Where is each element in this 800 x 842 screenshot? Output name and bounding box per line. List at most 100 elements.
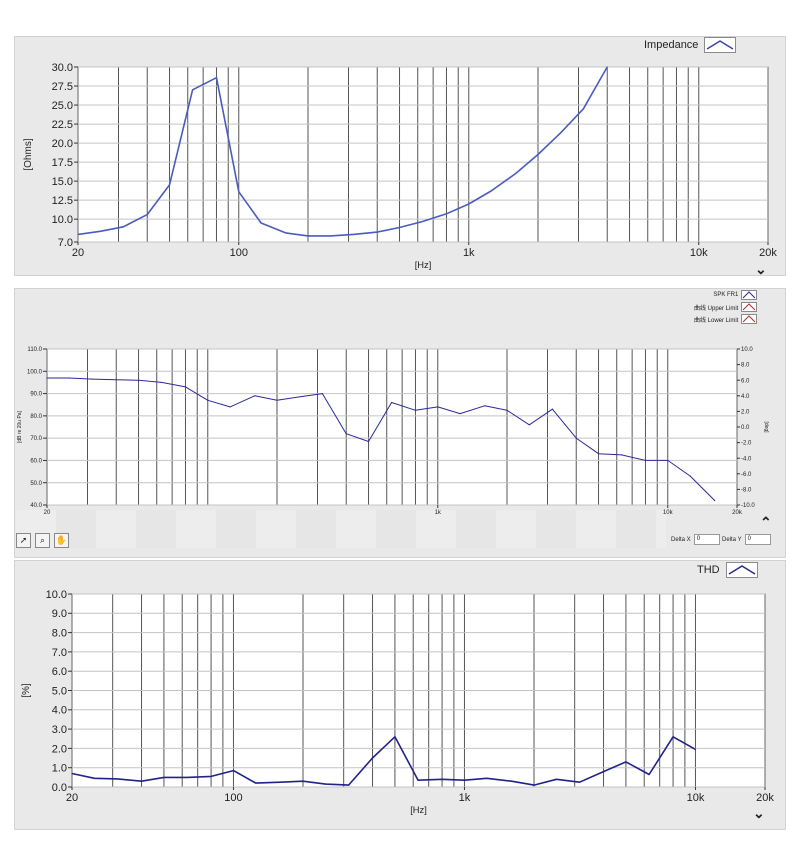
data-point [582, 108, 584, 110]
y-tick-label: 80.0 [30, 414, 42, 420]
data-point [207, 399, 209, 401]
series-line [47, 377, 716, 501]
data-point [298, 396, 300, 398]
spl-legend-swatch-0[interactable] [741, 290, 758, 300]
x-tick-label: 100 [224, 792, 242, 804]
data-point [68, 377, 70, 379]
y-tick-label: 70.0 [30, 436, 42, 442]
y-tick-label: 50.0 [30, 481, 42, 487]
data-point [229, 406, 231, 408]
y-tick-label: 20.0 [52, 138, 73, 150]
data-point [515, 172, 517, 175]
x-tick-label: 10k [690, 247, 708, 259]
data-point [371, 757, 374, 759]
data-point [414, 409, 417, 411]
spl-legend-swatch-1[interactable] [741, 302, 758, 312]
pan-hand-icon[interactable]: ✋ [54, 532, 69, 548]
data-point [46, 377, 48, 379]
data-point [506, 409, 508, 411]
y-tick-label: 9.0 [52, 608, 67, 620]
data-point [484, 405, 486, 407]
data-point [71, 772, 73, 775]
y2-tick-label: -8.0 [741, 488, 752, 494]
data-point [186, 776, 188, 778]
y-tick-label: 60.0 [30, 459, 42, 465]
data-point [163, 776, 165, 778]
data-point [648, 773, 650, 776]
y-axis-label: [dB re 20u Pa] [17, 410, 23, 443]
data-point [437, 406, 439, 408]
impedance-legend-swatch[interactable] [704, 37, 737, 53]
data-point [490, 190, 492, 192]
y-tick-label: 22.5 [52, 119, 73, 131]
data-point [537, 153, 539, 156]
spl-legend-label-1: 曲线 Upper Limit [694, 305, 739, 312]
data-point [215, 77, 218, 79]
data-point [533, 784, 535, 786]
delta-x-field[interactable]: 0 [693, 534, 720, 545]
data-point [91, 378, 93, 380]
y2-tick-label: -4.0 [741, 456, 752, 462]
data-point [459, 413, 461, 415]
series-line [71, 735, 696, 786]
data-point [559, 132, 561, 134]
data-point [232, 769, 235, 772]
legend-line-icon [728, 565, 756, 575]
data-point [578, 781, 581, 783]
thd-legend-swatch[interactable] [725, 562, 758, 578]
data-point [391, 401, 393, 404]
y-tick-label: 30.0 [52, 62, 73, 74]
x-tick-label: 20 [66, 792, 78, 804]
y-tick-label: 0.0 [52, 782, 67, 794]
data-point [280, 781, 282, 783]
y-tick-label: 1.0 [52, 763, 67, 775]
x-tick-label: 20k [732, 510, 743, 516]
x-tick-label: 20k [759, 247, 777, 259]
double-chevron-down-icon[interactable]: ⌄ [753, 805, 765, 821]
data-point [161, 381, 163, 384]
y2-tick-label: 0.0 [741, 425, 750, 431]
y-axis-label: [Ohms] [23, 138, 34, 170]
data-point [551, 408, 553, 410]
data-point [329, 235, 331, 237]
x-axis-label: [Hz] [415, 260, 432, 270]
data-point [99, 230, 101, 232]
spl-legend-label-2: 曲线 Lower Limit [694, 317, 739, 324]
data-point [694, 748, 697, 750]
data-point [714, 499, 716, 502]
delta-y-field[interactable]: 0 [744, 534, 771, 545]
spl-legend-item: 曲线 Lower Limit [694, 314, 758, 324]
spl-legend-swatch-2[interactable] [741, 314, 758, 324]
thd-legend-label: THD [697, 564, 720, 576]
zoom-icon[interactable]: ⌕ [35, 532, 50, 548]
arrow-cursor-icon[interactable]: ➚ [16, 532, 31, 548]
y-tick-label: 6.0 [52, 666, 67, 678]
plot-area [77, 66, 769, 243]
data-point [468, 203, 470, 205]
x-tick-label: 1k [459, 792, 471, 804]
legend-line-icon [707, 40, 734, 50]
data-point [555, 778, 557, 780]
y-tick-label: 25.0 [52, 100, 73, 112]
y2-tick-label: -2.0 [741, 441, 752, 447]
data-point [184, 386, 187, 388]
x-tick-label: 20 [72, 247, 84, 259]
x-tick-label: 100 [230, 247, 248, 259]
x-axis-label: [Hz] [410, 805, 427, 815]
data-point [367, 440, 370, 443]
y-tick-label: 12.5 [52, 195, 73, 207]
double-chevron-up-icon[interactable]: ⌃ [760, 514, 772, 530]
data-point [644, 459, 647, 462]
y2-tick-label: 2.0 [741, 410, 750, 416]
delta-x: Delta X 0 [671, 534, 720, 545]
y2-tick-label: -6.0 [741, 472, 752, 478]
y-tick-label: 40.0 [30, 503, 42, 509]
data-point [122, 226, 124, 228]
data-point [210, 775, 212, 777]
data-point [672, 736, 674, 738]
data-point [238, 191, 240, 193]
double-chevron-down-icon[interactable]: ⌄ [755, 261, 767, 277]
data-point [146, 214, 148, 216]
x-tick-label: 1k [463, 247, 475, 259]
